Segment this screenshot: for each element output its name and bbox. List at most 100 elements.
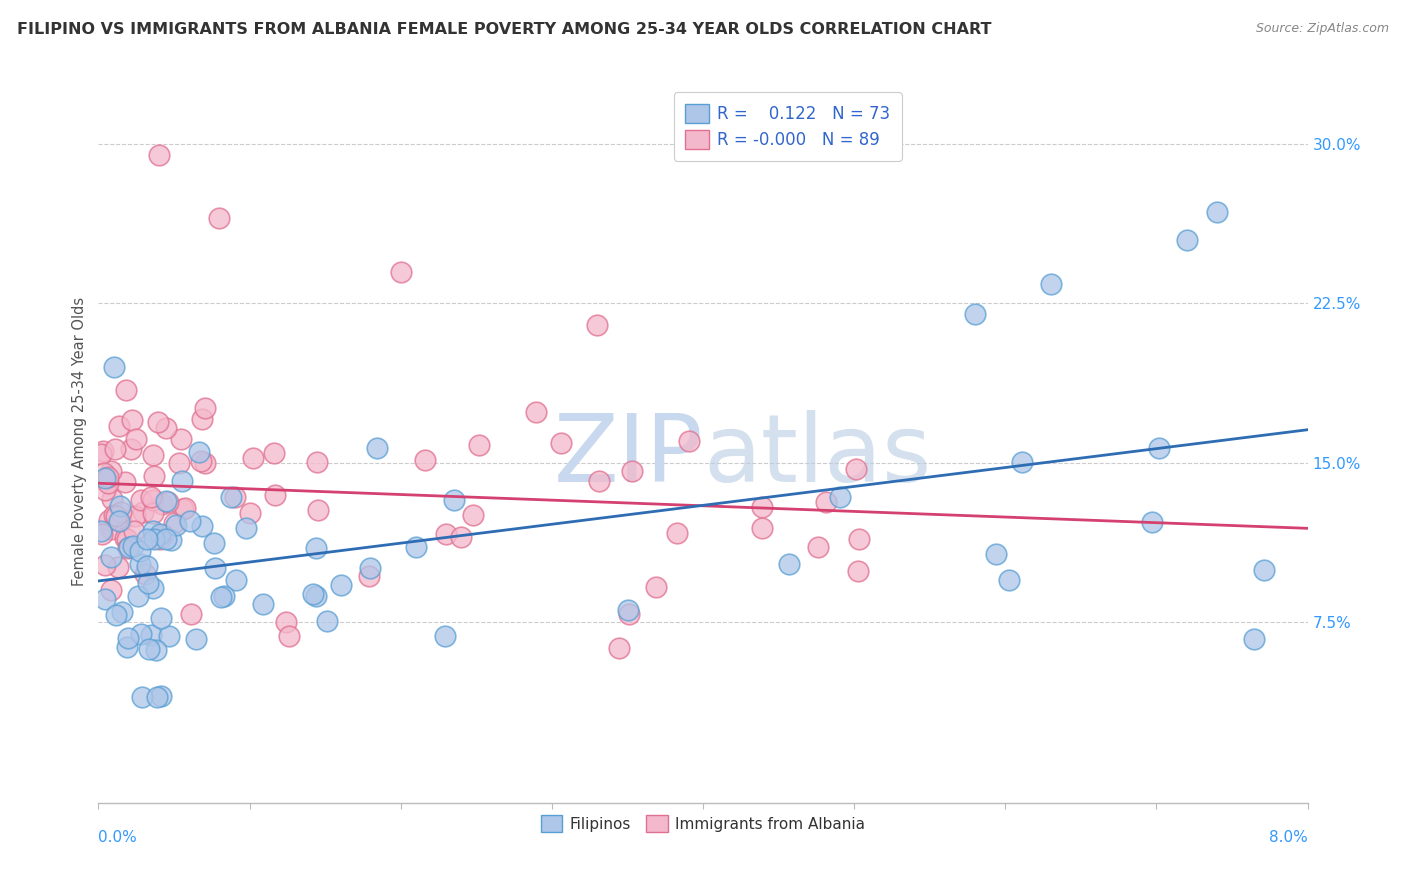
Point	[194, 456, 217, 470]
Point	[359, 561, 381, 575]
Point	[108, 419, 131, 434]
Point	[1140, 515, 1163, 529]
Point	[139, 490, 162, 504]
Point	[276, 615, 298, 629]
Point	[524, 405, 547, 419]
Point	[118, 540, 141, 554]
Point	[224, 490, 246, 504]
Point	[114, 475, 136, 489]
Point	[107, 560, 129, 574]
Point	[830, 490, 852, 504]
Point	[263, 445, 285, 459]
Point	[607, 640, 630, 655]
Point	[315, 614, 337, 628]
Point	[235, 520, 257, 534]
Point	[100, 549, 122, 564]
Point	[143, 468, 166, 483]
Point	[190, 454, 212, 468]
Point	[846, 564, 869, 578]
Text: 0.0%: 0.0%	[98, 830, 138, 846]
Point	[586, 318, 609, 332]
Y-axis label: Female Poverty Among 25-34 Year Olds: Female Poverty Among 25-34 Year Olds	[72, 297, 87, 586]
Point	[305, 589, 328, 603]
Point	[148, 415, 170, 429]
Point	[172, 502, 194, 516]
Point	[129, 544, 152, 558]
Point	[108, 500, 131, 514]
Point	[214, 589, 236, 603]
Point	[129, 626, 152, 640]
Point	[152, 527, 174, 541]
Point	[120, 442, 142, 457]
Point	[150, 611, 173, 625]
Point	[91, 443, 114, 458]
Point	[104, 442, 127, 457]
Point	[104, 508, 127, 523]
Point	[103, 508, 125, 522]
Point	[138, 642, 160, 657]
Point	[307, 502, 329, 516]
Point	[149, 526, 172, 541]
Point	[157, 495, 180, 509]
Point	[142, 524, 165, 539]
Point	[620, 464, 643, 478]
Point	[134, 566, 156, 581]
Point	[184, 632, 207, 646]
Point	[751, 500, 773, 514]
Point	[125, 432, 148, 446]
Point	[93, 471, 115, 485]
Point	[405, 540, 427, 554]
Point	[117, 541, 139, 556]
Point	[131, 690, 153, 704]
Point	[150, 497, 173, 511]
Point	[264, 488, 287, 502]
Point	[115, 532, 138, 546]
Point	[617, 603, 640, 617]
Point	[136, 532, 159, 546]
Point	[330, 577, 353, 591]
Point	[450, 530, 472, 544]
Point	[678, 434, 700, 449]
Point	[174, 500, 197, 515]
Point	[142, 448, 165, 462]
Point	[167, 456, 190, 470]
Point	[1011, 455, 1033, 469]
Point	[142, 492, 165, 507]
Point	[1175, 233, 1198, 247]
Point	[100, 464, 122, 478]
Point	[1147, 441, 1170, 455]
Point	[190, 519, 212, 533]
Point	[97, 470, 120, 484]
Point	[143, 532, 166, 546]
Point	[90, 524, 112, 539]
Point	[100, 522, 122, 536]
Point	[848, 532, 870, 546]
Point	[187, 445, 209, 459]
Point	[115, 640, 138, 654]
Point	[159, 533, 181, 547]
Point	[101, 491, 124, 506]
Point	[149, 532, 172, 546]
Point	[751, 521, 773, 535]
Point	[93, 466, 115, 480]
Point	[219, 490, 242, 504]
Point	[94, 558, 117, 572]
Point	[139, 628, 162, 642]
Point	[209, 590, 232, 604]
Text: atlas: atlas	[703, 410, 931, 502]
Point	[415, 453, 437, 467]
Point	[127, 589, 149, 603]
Point	[157, 629, 180, 643]
Text: ZIP: ZIP	[554, 410, 703, 502]
Point	[98, 513, 121, 527]
Point	[242, 450, 264, 465]
Point	[155, 532, 177, 546]
Point	[117, 632, 139, 646]
Point	[778, 557, 800, 571]
Point	[180, 607, 202, 621]
Point	[359, 569, 381, 583]
Point	[100, 583, 122, 598]
Point	[128, 557, 150, 571]
Legend: Filipinos, Immigrants from Albania: Filipinos, Immigrants from Albania	[534, 809, 872, 838]
Point	[302, 587, 325, 601]
